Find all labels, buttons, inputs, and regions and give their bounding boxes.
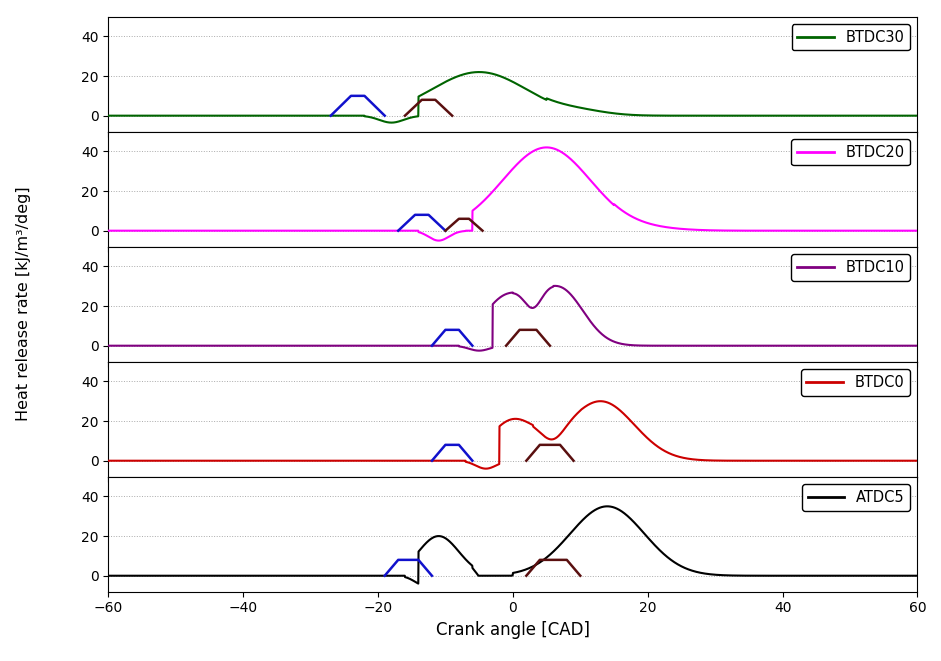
X-axis label: Crank angle [CAD]: Crank angle [CAD] — [436, 621, 590, 639]
Legend: BTDC10: BTDC10 — [791, 254, 910, 280]
Text: Heat release rate [kJ/m³/deg]: Heat release rate [kJ/m³/deg] — [16, 187, 31, 421]
Legend: BTDC30: BTDC30 — [791, 24, 910, 50]
Legend: ATDC5: ATDC5 — [802, 484, 910, 510]
Legend: BTDC20: BTDC20 — [791, 139, 910, 165]
Legend: BTDC0: BTDC0 — [801, 369, 910, 395]
